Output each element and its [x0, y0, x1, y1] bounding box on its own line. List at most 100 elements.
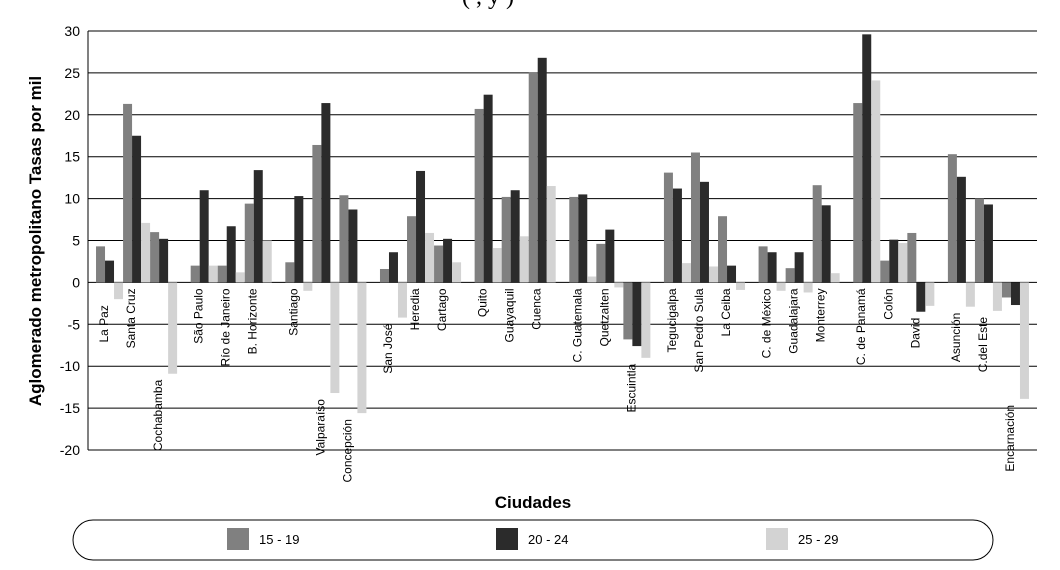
category-label: Encarnación — [1003, 405, 1017, 472]
bar — [294, 196, 304, 283]
bar — [947, 154, 957, 283]
bar — [150, 232, 160, 283]
bar — [217, 265, 227, 283]
bar — [699, 181, 709, 283]
bar — [992, 282, 1002, 311]
category-label: San José — [381, 323, 395, 373]
bar — [510, 190, 520, 283]
category-label: Escuintla — [624, 364, 638, 413]
bar — [672, 188, 682, 283]
y-tick-label: -15 — [60, 400, 80, 416]
category-label: David — [908, 318, 922, 349]
bar — [357, 282, 367, 414]
bar — [916, 282, 926, 312]
bar — [889, 239, 899, 283]
bar — [776, 282, 786, 291]
bar — [578, 194, 588, 283]
bar — [321, 103, 331, 283]
legend-swatch — [227, 528, 249, 550]
bar — [168, 282, 178, 374]
bar — [871, 80, 881, 283]
bar — [348, 209, 358, 283]
category-label: San Pedro Sula — [692, 288, 706, 372]
category-label: Quito — [476, 288, 490, 317]
bar — [262, 240, 272, 283]
bar — [587, 276, 597, 283]
bar — [632, 282, 642, 347]
category-label: Guayaquil — [503, 288, 517, 342]
category-label: Heredia — [408, 288, 422, 330]
y-axis-ticks: -20 -15 -10 -5 0 5 10 15 20 25 30 — [60, 23, 80, 458]
bar — [605, 229, 615, 283]
y-axis-title: Aglomerado metropolitano Tasas por mil — [26, 76, 45, 406]
bar — [830, 273, 840, 283]
bar — [663, 172, 673, 283]
bar — [956, 176, 966, 283]
category-labels: La Paz Santa Cruz Cochabamba São Paulo Río d… — [97, 288, 1017, 482]
bar — [235, 272, 245, 283]
bar — [965, 282, 975, 307]
bar — [907, 232, 917, 283]
bar — [546, 186, 556, 283]
y-tick-label: -10 — [60, 358, 80, 374]
bar — [785, 268, 795, 283]
bar — [641, 282, 651, 358]
bar — [434, 245, 444, 283]
bar — [483, 94, 493, 283]
bar — [596, 243, 606, 283]
bar — [758, 246, 768, 283]
category-label: Monterrey — [814, 288, 828, 342]
bar — [983, 204, 993, 283]
x-axis-title: Ciudades — [495, 493, 572, 512]
category-label: Cuenca — [530, 288, 544, 330]
bar — [425, 232, 435, 283]
legend: 15 - 19 20 - 24 25 - 29 — [72, 519, 994, 561]
bar — [141, 222, 151, 283]
y-tick-label: 15 — [64, 149, 80, 165]
bar — [803, 282, 813, 293]
bar — [96, 246, 106, 283]
bar — [226, 226, 236, 283]
bar — [736, 282, 746, 290]
category-label: La Ceiba — [719, 288, 733, 336]
category-label: Guadalajara — [787, 288, 801, 354]
bar — [853, 103, 863, 283]
category-label: Cochabamba — [151, 379, 165, 451]
category-label: Asunción — [949, 313, 963, 362]
bar — [727, 265, 737, 283]
bar — [794, 252, 804, 283]
bar — [407, 216, 417, 283]
category-label: B. Horizonte — [246, 288, 260, 354]
bar — [614, 282, 624, 288]
legend-swatch — [766, 528, 788, 550]
y-tick-label: -5 — [68, 316, 81, 332]
bar — [681, 263, 691, 283]
bar — [132, 135, 142, 283]
bar — [519, 236, 529, 283]
y-tick-label: 0 — [72, 274, 80, 290]
category-label: C. de Panamá — [854, 288, 868, 365]
y-tick-label: 20 — [64, 107, 80, 123]
legend-frame — [72, 519, 994, 561]
legend-swatch — [496, 528, 518, 550]
bar — [123, 103, 133, 283]
bar — [528, 72, 538, 283]
category-label: Valparaíso — [313, 399, 327, 456]
bar — [397, 282, 407, 318]
chart-title: ( , y ) — [462, 0, 514, 10]
bar — [114, 282, 124, 300]
bar — [285, 262, 295, 283]
bars — [96, 34, 1029, 414]
bar — [537, 57, 547, 283]
legend-label: 25 - 29 — [798, 532, 838, 547]
y-tick-label: 5 — [72, 233, 80, 249]
category-label: Río de Janeiro — [219, 288, 233, 366]
bar — [105, 260, 115, 283]
category-label: Colón — [881, 288, 895, 319]
bar — [821, 205, 831, 283]
bar — [199, 190, 209, 283]
bar — [379, 268, 389, 283]
category-label: Concepción — [340, 419, 354, 482]
bar — [569, 196, 579, 283]
y-tick-label: 30 — [64, 23, 80, 39]
